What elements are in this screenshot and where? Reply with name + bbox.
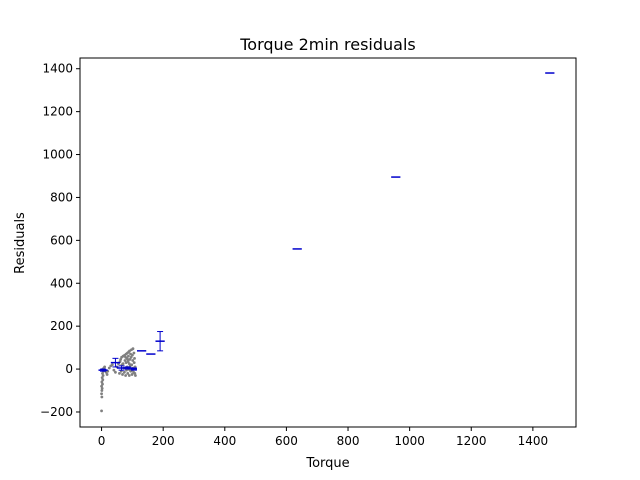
data-point <box>100 389 104 392</box>
data-point <box>100 384 103 388</box>
data-point <box>105 373 109 376</box>
data-point <box>132 351 136 355</box>
data-point <box>121 362 125 366</box>
data-point <box>126 354 130 358</box>
y-tick-label: 1200 <box>42 105 73 119</box>
binned-marker <box>123 366 133 370</box>
data-point <box>131 359 135 362</box>
y-tick-label: 1000 <box>42 148 73 162</box>
data-point <box>122 370 126 374</box>
plot-frame <box>79 57 577 428</box>
data-point <box>127 374 131 377</box>
y-tick-label: 800 <box>50 190 73 204</box>
data-point <box>130 353 134 357</box>
x-tick-label: 1200 <box>456 434 487 448</box>
data-point <box>130 373 134 376</box>
data-point <box>107 366 111 370</box>
scatter-points-layer <box>100 347 137 413</box>
data-point <box>130 363 134 367</box>
data-point <box>101 382 104 386</box>
data-point <box>126 360 130 363</box>
y-tick-label: 400 <box>50 276 73 290</box>
data-point <box>129 355 133 359</box>
y-tick-label: −200 <box>40 405 73 419</box>
x-tick-label: 400 <box>213 434 236 448</box>
y-tick-label: 1400 <box>42 62 73 76</box>
plot-area <box>80 58 576 427</box>
data-point <box>127 362 131 366</box>
data-point <box>133 356 136 360</box>
binned-marker <box>130 367 137 371</box>
binned-marker <box>155 331 165 352</box>
binned-marker <box>98 368 108 372</box>
data-point <box>100 409 103 413</box>
data-point <box>123 359 127 362</box>
data-point <box>119 358 123 361</box>
x-tick-label: 200 <box>152 434 175 448</box>
data-point <box>134 374 137 377</box>
x-tick-label: 800 <box>337 434 360 448</box>
data-point <box>124 374 127 377</box>
chart-title: Torque 2min residuals <box>239 35 416 54</box>
binned-markers-layer <box>98 72 555 372</box>
x-tick-label: 1400 <box>518 434 549 448</box>
data-point <box>110 363 114 367</box>
data-point <box>126 358 130 361</box>
y-axis-label: Residuals <box>13 212 28 274</box>
axis-ticks-layer: 0 200 400 600 800 1000 1200 1400 −200 0 200 400 600 8… <box>40 62 548 448</box>
data-point <box>103 365 107 369</box>
x-axis-label: Torque <box>305 456 349 471</box>
data-point <box>101 374 105 377</box>
data-point <box>100 376 104 380</box>
y-tick-label: 200 <box>50 319 73 333</box>
data-point <box>118 371 121 375</box>
x-tick-label: 0 <box>98 434 106 448</box>
data-point <box>112 368 116 372</box>
x-tick-label: 600 <box>275 434 298 448</box>
data-point <box>132 361 136 365</box>
binned-marker <box>110 357 121 368</box>
data-point <box>100 392 103 396</box>
data-point <box>128 358 132 361</box>
x-tick-label: 1000 <box>394 434 425 448</box>
data-point <box>114 370 117 374</box>
data-point <box>100 395 104 399</box>
data-point <box>133 371 137 375</box>
data-point <box>100 380 104 384</box>
data-point <box>126 371 130 375</box>
data-point <box>101 378 105 382</box>
y-tick-label: 0 <box>65 362 73 376</box>
data-point <box>131 347 135 351</box>
data-point <box>121 373 124 376</box>
data-point <box>124 355 127 359</box>
y-tick-label: 600 <box>50 233 73 247</box>
data-point <box>101 371 104 375</box>
data-point <box>100 386 104 390</box>
